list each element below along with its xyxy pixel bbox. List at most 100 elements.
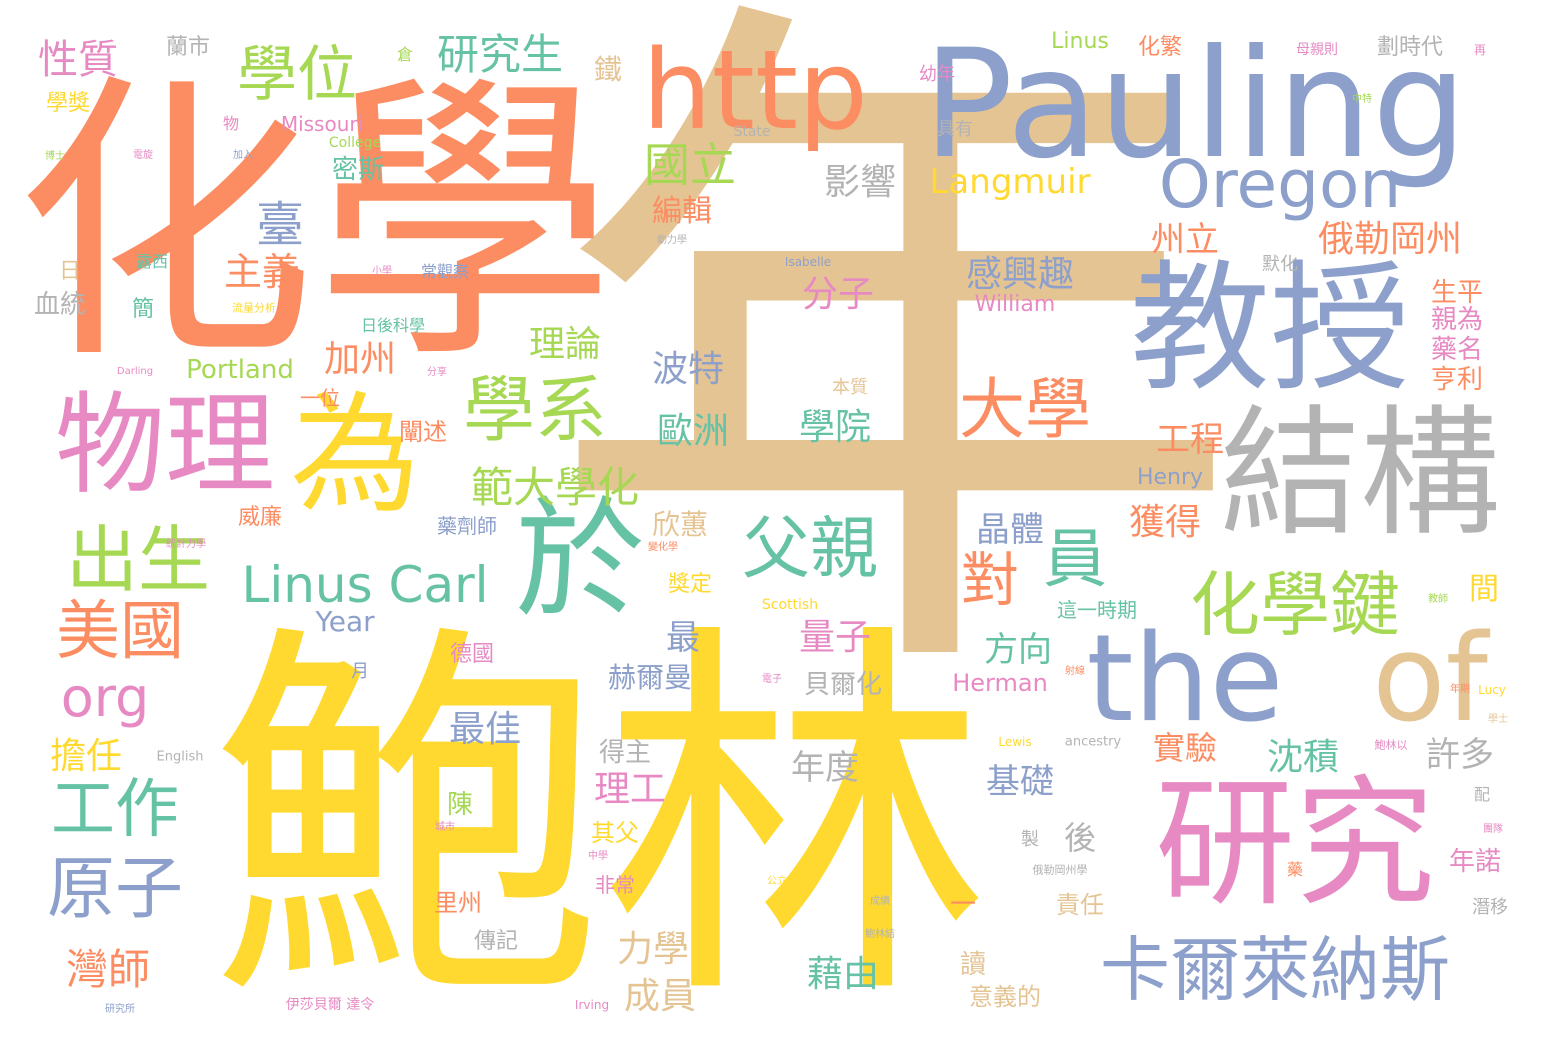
word-kaernai: 卡爾萊納斯: [1100, 929, 1450, 1011]
word-chuanji: 傳記: [473, 929, 519, 954]
word-bote: 波特: [651, 349, 725, 390]
word-ri: 日: [58, 259, 82, 284]
word-nian: 年: [545, 0, 1245, 762]
word-fanda: 範大學化: [470, 463, 640, 512]
word-changguan: 常觀察: [420, 262, 470, 281]
word-boshi: 博士: [45, 151, 65, 162]
word-lanshi: 蘭市: [165, 35, 211, 60]
word-jiaru: 加入: [233, 150, 253, 161]
word-zeren: 責任: [1056, 891, 1104, 919]
word-fenzi: 分子: [801, 274, 875, 315]
word-xiaoxue: 小學: [372, 266, 392, 277]
word-ancestry: ancestry: [1064, 734, 1122, 750]
word-guoli: 國立: [644, 138, 736, 192]
word-yanjiu: 研究: [1154, 763, 1436, 926]
word-xuetong: 血統: [33, 290, 87, 320]
word-jian: 間: [1469, 572, 1499, 607]
word-dianzi: 電子: [762, 674, 782, 685]
word-chanshu: 闡述: [399, 418, 447, 446]
word-zhuyi: 主義: [223, 250, 301, 294]
word-feichang: 非常: [595, 873, 635, 897]
word-jiazhou: 加州: [323, 339, 397, 380]
word-huaxue: 化學: [15, 50, 615, 399]
word-yiwei: 一位: [300, 386, 340, 410]
word-xuejiang: 學獎: [45, 91, 91, 116]
word-tie: 鐵: [593, 53, 623, 86]
word-yao: 藥: [1286, 860, 1304, 879]
word-langmuir: Langmuir: [929, 162, 1091, 202]
word-bianji: 編輯: [652, 194, 712, 229]
word-xueyuan: 學院: [798, 407, 872, 448]
word-lucy: Lucy: [1478, 683, 1506, 697]
word-benzhi: 本質: [832, 377, 868, 398]
word-yanjiusheng: 研究生: [436, 30, 564, 79]
word-gongzuo: 工作: [51, 773, 179, 847]
word-baolinyi: 鮑林以: [1374, 738, 1408, 752]
word-darling: Darling: [116, 366, 154, 377]
word-weilian: 威廉: [237, 505, 283, 530]
word-chengyuan: 成員: [623, 976, 697, 1017]
word-yuan: 員: [1043, 523, 1107, 597]
word-shengping: 生平: [1430, 278, 1484, 308]
word-wu: 物: [222, 114, 240, 133]
word-of: of: [1372, 610, 1488, 749]
word-yaojishi: 藥劑師: [437, 514, 497, 538]
word-nianuo: 年諾: [1448, 847, 1502, 877]
word-meiguo: 美國: [56, 595, 184, 669]
word-yuanzi: 原子: [46, 850, 184, 929]
word-gongcheng: 工程: [1156, 420, 1224, 460]
word-org: org: [60, 666, 150, 729]
word-huode: 獲得: [1128, 502, 1202, 543]
word-gongli: 公立: [767, 876, 787, 887]
word-sheshe: 射線: [1065, 666, 1085, 677]
word-lizhou: 里州: [434, 889, 482, 917]
word-youain: 幼年: [919, 64, 955, 85]
word-http: http: [642, 26, 868, 154]
word-jiaoshou: 教授: [1129, 248, 1411, 411]
word-lu: 露西: [135, 252, 169, 271]
word-linus: Linus: [1051, 29, 1109, 54]
word-wanshi: 灣師: [65, 945, 151, 994]
word-jiaoshi: 教師: [1428, 594, 1448, 605]
word-niandu: 年度: [791, 748, 859, 788]
word-beierhua: 貝爾化: [803, 670, 883, 700]
word-xuduo: 許多: [1426, 735, 1494, 775]
word-zuijia: 最佳: [448, 709, 522, 750]
word-bianhua: 變化學: [648, 542, 678, 553]
word-deguo: 德國: [449, 642, 495, 667]
word-zhouli: 州立: [1151, 220, 1219, 260]
word-deizhu: 得主: [598, 738, 652, 768]
word-baolinjie: 鮑林結: [865, 929, 895, 940]
word-cang: 倉: [396, 45, 414, 64]
word-shiyan: 實驗: [1152, 729, 1218, 767]
word-dui: 對: [960, 546, 1020, 614]
word-wei: 為: [289, 379, 421, 531]
word-huafan: 化繁: [1137, 35, 1183, 60]
word-irving: Irving: [574, 998, 610, 1012]
word-huaxuejian: 化學鍵: [1190, 564, 1400, 646]
word-yu: 於: [514, 484, 646, 636]
word-xinhui: 欣蕙: [651, 508, 709, 541]
word-chen: 陳: [446, 790, 474, 820]
word-zhongxue: 中學: [588, 851, 608, 862]
word-chengji: 成績: [870, 896, 890, 907]
word-mishi: 密斯: [331, 155, 385, 185]
word-elegang: 俄勒岡州: [1317, 219, 1463, 260]
word-state: State: [733, 124, 771, 140]
word-yiyi: 意義的: [969, 983, 1041, 1011]
word-jiangding: 獎定: [667, 572, 713, 597]
word-year: Year: [315, 605, 375, 638]
word-yaoming: 藥名: [1430, 335, 1484, 365]
word-ganxingqu: 感興趣: [965, 254, 1075, 295]
word-chengshi: 城市: [435, 822, 455, 833]
word-college: College: [328, 135, 382, 151]
word-elegang2: 俄勒岡州學: [1032, 863, 1088, 877]
word-linuscarl: Linus Carl: [241, 556, 489, 614]
word-zhai: 再: [1473, 43, 1487, 57]
word-nianqi: 年期: [1450, 684, 1470, 695]
word-liliang: 流量分析: [232, 301, 276, 315]
word-oregon: Oregon: [1158, 146, 1402, 223]
word-xueshi: 學士: [1488, 714, 1508, 725]
word-jieyou: 藉由: [806, 954, 880, 995]
word-yanjiusuo: 研究所: [105, 1004, 135, 1015]
